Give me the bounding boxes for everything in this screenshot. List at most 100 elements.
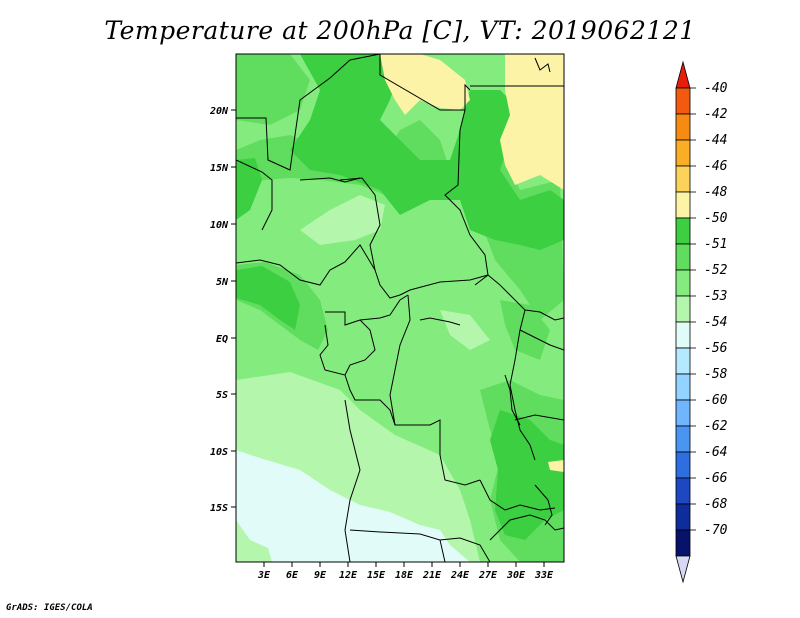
colorbar-labels: -40 -42 -44 -46 -48 -50 -51 -52 -53 -54 … [704, 81, 728, 538]
colorbar-label: -64 [704, 445, 727, 460]
lake-tanganyika [504, 374, 521, 426]
field-minus54-patch2 [440, 310, 490, 350]
border-gabon-congo [325, 294, 409, 326]
field-minus54-patch1 [300, 195, 385, 245]
lon-label: 24E [450, 570, 470, 581]
colorbar-cell [675, 321, 691, 349]
lon-label: 21E [422, 570, 442, 581]
colorbar-bottom-arrow [675, 555, 691, 584]
colorbar-label: -53 [704, 289, 727, 304]
chart-title: Temperature at 200hPa [C], VT: 201906212… [104, 16, 696, 45]
lon-label: 6E [286, 570, 299, 581]
colorbar-cell [675, 477, 691, 505]
lat-ticks [231, 109, 236, 508]
coast-ne [534, 57, 551, 73]
colorbar-cell [675, 139, 691, 167]
field-minus51-gulf [236, 266, 300, 330]
lon-label: 30E [506, 570, 526, 581]
colorbar-label: -40 [704, 81, 728, 96]
colorbar-label: -48 [704, 185, 728, 200]
border-angola-coast [344, 399, 361, 562]
border-zambia [479, 479, 556, 511]
border-west [236, 159, 273, 231]
lake-malawi [534, 484, 553, 526]
lat-labels: 20N 15N 10N 5N EQ 5S 10S 15S [209, 106, 229, 514]
border-tanzania [514, 414, 564, 421]
colorbar-label: -54 [704, 315, 727, 330]
colorbar-cell [675, 113, 691, 141]
lat-label: EQ [216, 334, 228, 345]
field-minus52-nw [236, 54, 310, 125]
river-1 [419, 317, 461, 326]
colorbar-cell [675, 373, 691, 401]
border-congo [344, 319, 376, 376]
colorbar-label: -70 [704, 523, 728, 538]
colorbar-label: -68 [704, 497, 728, 512]
border-drc-west [389, 294, 411, 426]
lon-ticks [263, 562, 545, 567]
colorbar-label: -42 [704, 107, 728, 122]
border-zimbabwe [489, 514, 564, 541]
field-minus51-west [236, 158, 262, 220]
colorbar-cell [675, 191, 691, 219]
colorbar-label: -56 [704, 341, 728, 356]
colorbar-cell [675, 269, 691, 297]
colorbar-cell [675, 87, 691, 115]
colorbar-label: -62 [704, 419, 728, 434]
border-north [379, 54, 471, 111]
lat-label: 5S [216, 390, 228, 401]
country-borders [236, 54, 564, 562]
map-frame [235, 53, 565, 563]
field-minus52-lakes [500, 300, 550, 360]
field-minus51-se [490, 410, 564, 540]
lat-label: 15S [210, 503, 228, 514]
lat-label: 10N [210, 220, 229, 231]
field-minus50-ne [500, 54, 564, 190]
colorbar-cell [675, 295, 691, 323]
border-chad-sudan [444, 109, 489, 286]
border-kenya [519, 329, 564, 351]
lon-label: 12E [339, 570, 358, 581]
colorbar-label: -58 [704, 367, 728, 382]
credit-text: GrADS: IGES/COLA [6, 603, 93, 613]
colorbar-top-arrow [675, 60, 691, 89]
colorbar-cell [675, 347, 691, 375]
colorbar-label: -66 [704, 471, 728, 486]
lon-label: 3E [257, 570, 271, 581]
lat-label: 20N [209, 106, 229, 117]
colorbar-label: -52 [704, 263, 728, 278]
lon-label: 18E [395, 570, 414, 581]
colorbar-cell [675, 217, 691, 245]
border-nigeria-cameroon [236, 244, 376, 286]
colorbar-cell [675, 399, 691, 427]
colorbar-cell [675, 425, 691, 453]
colorbar-cell [675, 451, 691, 479]
lon-label: 27E [478, 570, 498, 581]
lat-label: 5N [216, 277, 229, 288]
border-drc-east [487, 274, 536, 461]
colorbar [675, 60, 696, 584]
colorbar-cell [675, 503, 691, 531]
lon-label: 9E [314, 570, 327, 581]
lon-label: 15E [367, 570, 386, 581]
colorbar-label: -51 [704, 237, 727, 252]
field-minus51-north [290, 54, 564, 250]
border-chad-car [339, 177, 489, 299]
lon-label: 33E [534, 570, 554, 581]
border-namibia [349, 529, 446, 562]
border-nw [236, 54, 381, 171]
colorbar-label: -44 [704, 133, 727, 148]
field-minus54-corner [236, 520, 272, 562]
colorbar-label: -50 [704, 211, 728, 226]
colorbar-cell [675, 529, 691, 557]
colorbar-cell [675, 165, 691, 193]
colorbar-label: -46 [704, 159, 728, 174]
border-uganda [524, 309, 564, 321]
lat-label: 15N [210, 163, 229, 174]
colorbar-cell [675, 243, 691, 271]
border-drc-angola [319, 324, 481, 486]
temperature-field [236, 54, 564, 562]
lat-label: 10S [210, 447, 228, 458]
border-botswana [439, 537, 491, 562]
